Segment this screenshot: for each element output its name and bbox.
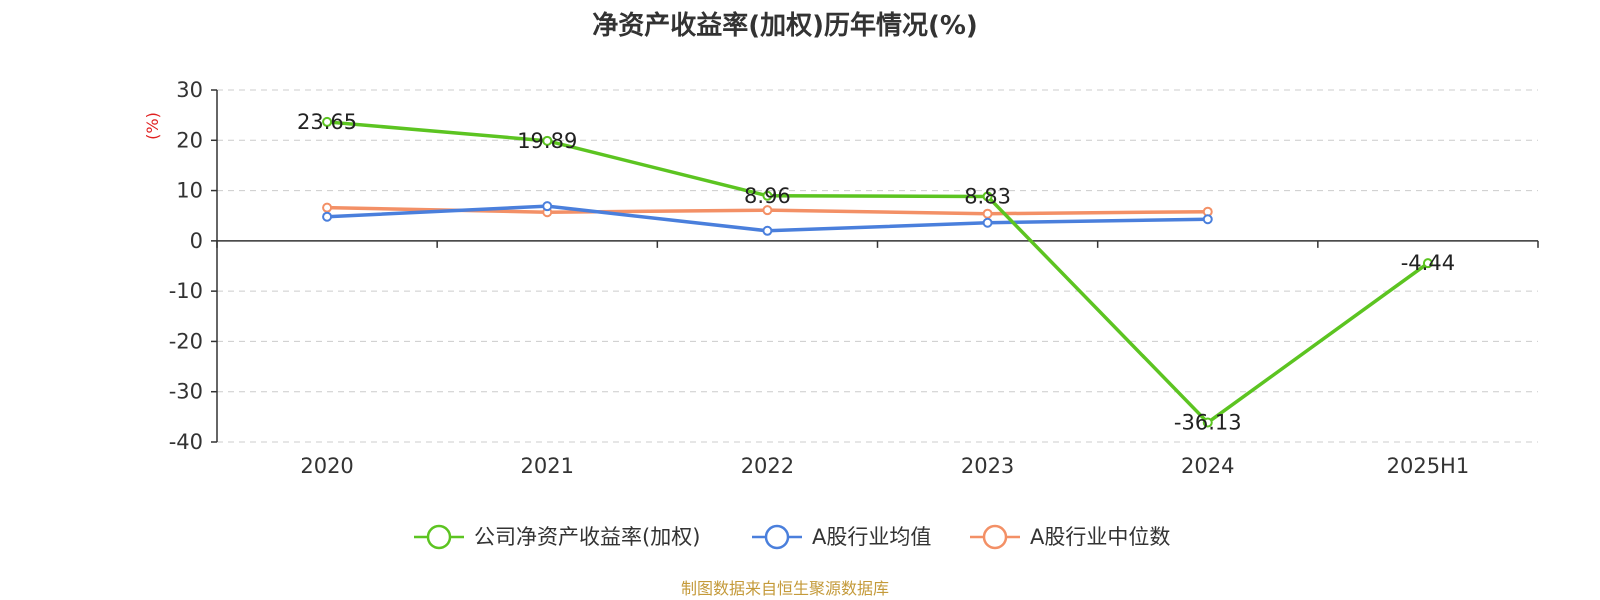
- series-line-0: [326, 120, 1429, 425]
- y-tick-label: -20: [169, 329, 203, 353]
- y-tick-label: -10: [169, 279, 203, 303]
- data-point: [982, 208, 993, 219]
- legend-marker: [982, 524, 1008, 550]
- x-tick-label: 2021: [521, 454, 574, 478]
- x-tick-label: 2022: [741, 454, 794, 478]
- x-tick-label: 2020: [300, 454, 353, 478]
- y-tick-label: 20: [176, 128, 203, 152]
- data-point: [1202, 417, 1213, 428]
- data-point: [322, 211, 333, 222]
- legend-label: 公司净资产收益率(加权): [474, 525, 700, 549]
- chart-title: 净资产收益率(加权)历年情况(%): [592, 10, 978, 41]
- data-point: [762, 225, 773, 236]
- y-tick-label: -40: [169, 430, 203, 454]
- x-tick-label: 2025H1: [1387, 454, 1470, 478]
- y-tick-label: 0: [190, 229, 203, 253]
- legend-marker: [426, 524, 452, 550]
- data-point: [322, 116, 333, 127]
- y-tick-label: 10: [176, 179, 203, 203]
- legend-item-1[interactable]: A股行业均值: [752, 524, 931, 550]
- series-group: [322, 116, 1433, 428]
- data-label: 23.65: [297, 110, 357, 134]
- data-label: -4.44: [1401, 251, 1455, 275]
- data-point: [982, 217, 993, 228]
- data-label: -36.13: [1174, 411, 1242, 435]
- data-point: [762, 190, 773, 201]
- data-source-note: 制图数据来自恒生聚源数据库: [681, 579, 889, 598]
- legend-item-2[interactable]: A股行业中位数: [970, 524, 1170, 550]
- y-tick-label: -30: [169, 380, 203, 404]
- data-point: [1202, 214, 1213, 225]
- data-point: [762, 205, 773, 216]
- data-point: [1422, 258, 1433, 269]
- x-tick-label: 2023: [961, 454, 1014, 478]
- x-tick-label: 2024: [1181, 454, 1234, 478]
- gridlines: [217, 89, 1538, 443]
- legend-marker: [764, 524, 790, 550]
- legend[interactable]: 公司净资产收益率(加权) A股行业均值 A股行业中位数: [414, 524, 1170, 550]
- y-axis-label: (%): [143, 112, 162, 140]
- legend-item-0[interactable]: 公司净资产收益率(加权): [414, 524, 700, 550]
- y-tick-label: 30: [176, 78, 203, 102]
- data-point: [542, 135, 553, 146]
- data-label: 8.83: [964, 184, 1011, 208]
- axes: 30 20 10 0 -10 -20 -30 -40 2020 2021 2022 2023 2024 2…: [169, 78, 1539, 478]
- data-point: [982, 191, 993, 202]
- data-point: [542, 201, 553, 212]
- data-labels: 23.65 19.89 8.96 8.83 -36.13 -4.44: [297, 110, 1455, 435]
- legend-label: A股行业均值: [812, 525, 931, 549]
- data-label: 8.96: [744, 184, 791, 208]
- data-label: 19.89: [517, 129, 577, 153]
- data-point: [322, 202, 333, 213]
- legend-label: A股行业中位数: [1030, 525, 1170, 549]
